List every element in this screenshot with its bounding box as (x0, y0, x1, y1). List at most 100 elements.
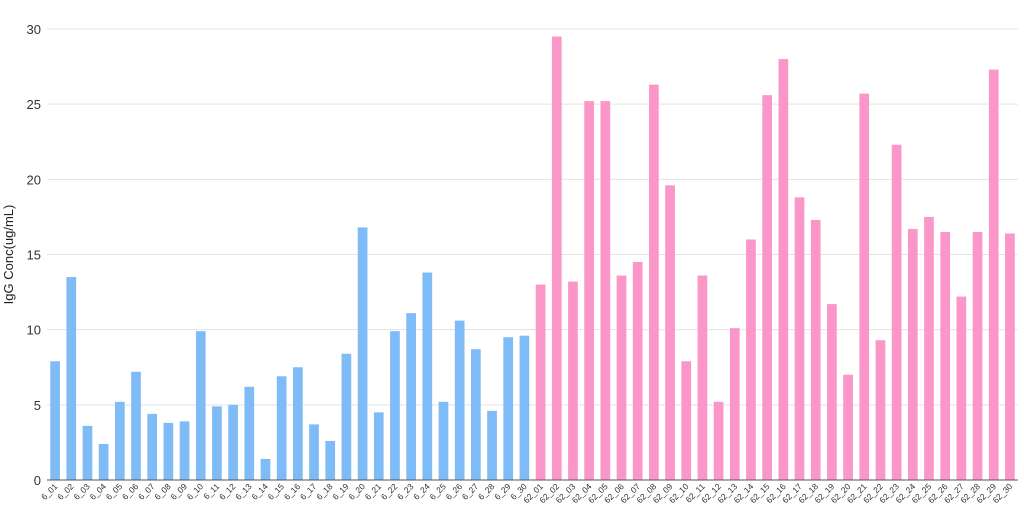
bars (50, 36, 1015, 481)
y-tick-label: 30 (27, 22, 41, 37)
x-tick-label: 6_24 (411, 481, 432, 502)
bar-62-19 (827, 304, 837, 480)
x-tick-label: 6_13 (233, 481, 254, 502)
y-tick-label: 15 (27, 248, 41, 263)
bar-6-19 (341, 353, 352, 480)
bar-62-28 (972, 231, 983, 480)
x-tick-label: 6_26 (444, 481, 465, 502)
bar-62-23 (891, 144, 902, 481)
bar-6-05 (114, 401, 125, 480)
bar-62-16 (778, 59, 789, 481)
bar-6-22 (390, 331, 400, 480)
x-tick-label: 6_03 (71, 481, 92, 502)
bar-62-24 (907, 228, 918, 480)
bar-6-03 (82, 425, 93, 480)
x-tick-label: 6_11 (201, 481, 221, 501)
x-tick-label: 6_15 (266, 481, 287, 502)
x-tick-label: 6_04 (88, 481, 109, 502)
bar-62-22 (875, 340, 886, 480)
bar-6-27 (471, 349, 481, 480)
x-tick-label: 6_10 (185, 481, 206, 502)
bar-62-02 (551, 36, 562, 481)
bar-6-21 (373, 412, 384, 480)
x-tick-label: 6_08 (152, 481, 173, 502)
gridlines (47, 28, 1018, 406)
y-axis-ticks: 0 5 10 15 20 25 30 (27, 22, 41, 488)
bar-6-02 (66, 277, 77, 480)
x-tick-label: 6_02 (55, 481, 76, 502)
bar-6-30 (519, 335, 530, 480)
bar-6-13 (244, 386, 255, 480)
bar-62-13 (729, 328, 740, 480)
x-tick-label: 6_18 (314, 481, 335, 502)
x-tick-label: 6_27 (460, 481, 481, 502)
x-tick-label: 6_01 (39, 481, 60, 502)
x-tick-label: 6_16 (282, 481, 303, 502)
bar-62-29 (988, 69, 999, 480)
bar-6-06 (131, 371, 141, 480)
x-tick-label: 6_14 (249, 481, 270, 502)
x-tick-label: 6_22 (379, 481, 400, 502)
bar-62-07 (632, 262, 643, 480)
bar-62-01 (535, 284, 546, 480)
x-tick-label: 6_06 (120, 481, 141, 502)
bar-62-08 (649, 84, 659, 480)
x-tick-label: 6_23 (395, 481, 416, 502)
bar-6-29 (503, 337, 514, 480)
bar-6-01 (50, 361, 60, 480)
bar-6-08 (163, 422, 174, 480)
bar-6-14 (260, 458, 271, 480)
bar-6-15 (276, 376, 287, 480)
x-tick-label: 6_29 (492, 481, 513, 502)
y-tick-label: 5 (34, 398, 41, 413)
bar-62-05 (600, 101, 611, 480)
bar-62-30 (1005, 233, 1015, 480)
x-tick-label: 6_12 (217, 481, 238, 502)
bar-6-12 (228, 404, 238, 480)
bar-6-28 (487, 410, 497, 480)
bar-62-26 (940, 231, 951, 480)
bar-62-18 (810, 219, 821, 480)
bar-62-03 (568, 281, 578, 480)
x-tick-label: 6_20 (347, 481, 368, 502)
bar-62-09 (665, 185, 675, 480)
x-axis-ticks: 6_016_026_036_046_056_066_076_086_096_10… (39, 481, 1014, 505)
bar-62-27 (956, 296, 967, 480)
bar-6-23 (406, 313, 416, 480)
bar-6-20 (357, 227, 368, 480)
bar-62-14 (746, 239, 756, 480)
x-tick-label: 6_28 (476, 481, 497, 502)
bar-6-11 (212, 406, 222, 480)
bar-6-09 (179, 421, 190, 480)
bar-6-16 (292, 367, 303, 480)
bar-6-25 (438, 401, 449, 480)
y-tick-label: 20 (27, 172, 41, 187)
bar-6-18 (325, 440, 336, 480)
bar-62-17 (794, 197, 805, 480)
bar-6-07 (147, 413, 158, 480)
bar-6-10 (195, 331, 206, 480)
x-tick-label: 6_05 (104, 481, 125, 502)
x-tick-label: 6_07 (136, 481, 157, 502)
bar-6-26 (454, 320, 465, 480)
x-tick-label: 6_25 (427, 481, 448, 502)
x-tick-label: 6_19 (330, 481, 351, 502)
bar-6-17 (309, 424, 319, 480)
x-tick-label: 6_09 (169, 481, 190, 502)
bar-62-25 (924, 216, 934, 480)
y-axis-label: IgG Conc(ug/mL) (1, 205, 16, 305)
bar-6-04 (98, 443, 109, 480)
bar-6-24 (422, 272, 433, 480)
bar-62-11 (697, 275, 708, 480)
x-tick-label: 6_17 (298, 481, 319, 502)
bar-62-12 (713, 401, 724, 480)
y-tick-label: 0 (34, 473, 41, 488)
bar-62-21 (859, 93, 870, 480)
bar-62-06 (616, 275, 627, 480)
y-tick-label: 25 (27, 97, 41, 112)
bar-62-10 (681, 361, 692, 480)
x-tick-label: 6_21 (363, 481, 384, 502)
bar-62-20 (843, 374, 853, 480)
bar-62-04 (584, 101, 594, 480)
